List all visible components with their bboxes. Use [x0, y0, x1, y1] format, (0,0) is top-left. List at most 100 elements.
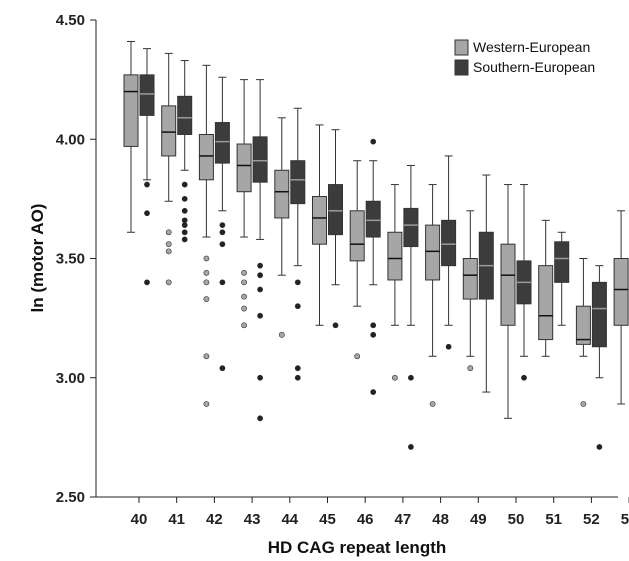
box-western — [123, 74, 139, 147]
outlier-point — [181, 181, 188, 188]
legend-swatch — [454, 59, 469, 76]
box-western — [575, 305, 591, 345]
box-western — [236, 143, 252, 193]
outlier-point — [181, 229, 188, 236]
y-tick-label: 4.00 — [56, 131, 85, 148]
box-southern — [290, 160, 306, 205]
box-group — [123, 40, 139, 233]
box-western — [500, 243, 516, 326]
box-western — [462, 258, 478, 300]
outlier-point — [257, 374, 263, 381]
outlier-point — [407, 374, 414, 381]
box-western — [274, 169, 290, 219]
outlier-point — [370, 331, 377, 338]
outlier-point — [203, 269, 210, 276]
box-group — [441, 155, 457, 350]
outlier-point — [445, 343, 452, 350]
box-western — [161, 105, 177, 157]
outlier-point — [294, 279, 301, 286]
outlier-point — [219, 229, 226, 236]
outlier-point — [407, 444, 414, 450]
outlier-point — [203, 353, 210, 360]
outlier-point — [580, 401, 587, 407]
box-group — [554, 231, 570, 326]
outlier-point — [257, 272, 263, 279]
box-southern — [554, 241, 570, 283]
outlier-point — [257, 286, 263, 293]
box-group — [349, 160, 365, 360]
outlier-point — [219, 241, 226, 248]
box-group — [312, 124, 327, 326]
outlier-point — [294, 303, 301, 310]
box-group — [214, 76, 230, 372]
outlier-point — [165, 241, 172, 248]
box-group — [613, 210, 629, 405]
box-western — [538, 265, 554, 341]
outlier-point — [144, 279, 150, 286]
outlier-point — [181, 222, 188, 229]
outlier-point — [596, 444, 603, 450]
box-group — [462, 210, 478, 372]
outlier-point — [354, 353, 361, 360]
outlier-point — [181, 207, 188, 214]
outlier-point — [429, 401, 436, 407]
y-tick-label: 2.50 — [56, 489, 85, 506]
outlier-point — [203, 279, 210, 286]
box-western — [349, 210, 365, 262]
outlier-point — [467, 365, 474, 372]
outlier-point — [257, 415, 263, 422]
y-ticks: 2.50 3.00 3.50 4.00 4.50 — [56, 12, 96, 506]
legend-swatch — [454, 39, 469, 56]
box-southern — [252, 136, 268, 183]
box-western — [425, 224, 441, 281]
box-western — [613, 258, 629, 326]
outlier-point — [165, 248, 172, 255]
box-group — [328, 129, 343, 329]
outlier-point — [241, 322, 247, 329]
box-southern — [328, 184, 343, 236]
x-tick-label: 41 — [168, 511, 185, 528]
outlier-point — [144, 210, 150, 217]
x-tick-label: 49 — [470, 511, 487, 528]
outlier-point — [144, 181, 150, 188]
x-tick-label: 46 — [357, 511, 374, 528]
box-group — [198, 64, 214, 407]
box-southern — [403, 207, 419, 248]
outlier-point — [181, 217, 188, 224]
legend-label: Western-European — [473, 39, 590, 55]
outlier-point — [241, 269, 247, 276]
box-southern — [441, 219, 457, 267]
x-tick-label: 42 — [206, 511, 223, 528]
box-southern — [365, 200, 381, 238]
legend-label: Southern-European — [473, 59, 595, 75]
outlier-point — [521, 374, 527, 381]
x-axis-title: HD CAG repeat length — [268, 538, 447, 557]
x-tick-label: 44 — [281, 511, 298, 528]
box-group — [538, 219, 554, 357]
x-tick-label: 51 — [545, 511, 562, 528]
outlier-point — [278, 331, 285, 338]
box-group — [387, 184, 403, 381]
outlier-point — [165, 229, 172, 236]
outlier-point — [294, 374, 301, 381]
box-group — [274, 117, 290, 338]
outlier-point — [219, 365, 226, 372]
x-tick-label: 45 — [319, 511, 336, 528]
box-group — [365, 138, 381, 395]
outlier-point — [241, 305, 247, 312]
outlier-point — [370, 138, 377, 145]
outlier-point — [332, 322, 339, 329]
outlier-point — [219, 279, 226, 286]
x-tick-label: 48 — [432, 511, 449, 528]
outlier-point — [181, 236, 188, 243]
box-group — [500, 184, 516, 419]
x-tick-label: 52 — [583, 511, 600, 528]
outlier-point — [370, 322, 377, 329]
outlier-point — [257, 262, 263, 269]
outlier-point — [241, 279, 247, 286]
x-tick-label: 53 — [621, 511, 629, 528]
box-group — [425, 184, 441, 407]
outlier-point — [391, 374, 398, 381]
outlier-point — [203, 255, 210, 262]
